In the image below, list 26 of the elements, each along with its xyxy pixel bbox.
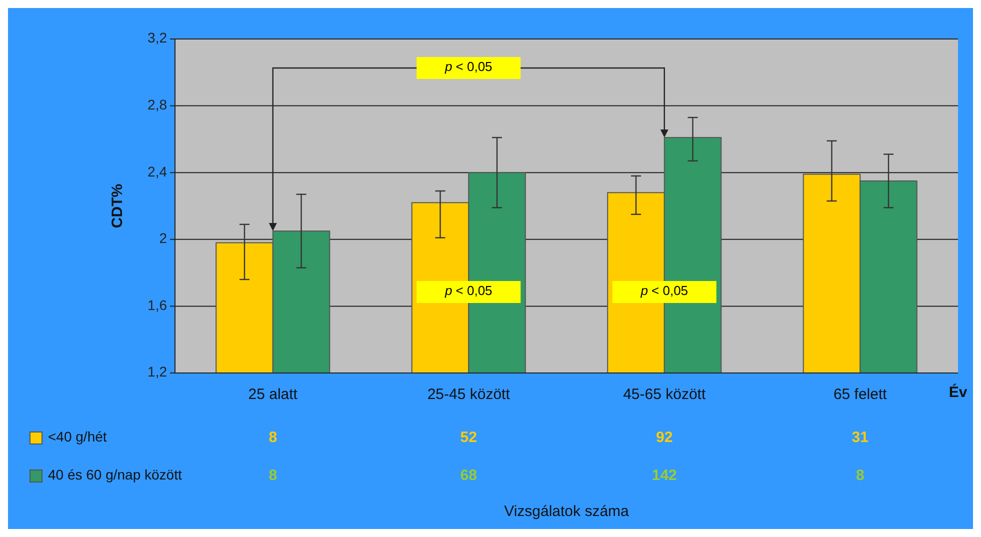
text: Vizsgálatok száma	[504, 502, 630, 520]
text: 8	[268, 428, 278, 446]
text: 31	[852, 428, 868, 446]
x-tick-label: 25 alatt	[248, 386, 298, 403]
x-tick-label: 45-65 között	[623, 386, 706, 403]
text: 68	[460, 466, 477, 484]
x-tick-label: 65 felett	[833, 386, 888, 403]
y-tick-label: 1,6	[148, 296, 168, 313]
text: 52	[460, 428, 477, 446]
text: 142	[652, 466, 677, 484]
x-axis-title: Év	[948, 382, 968, 401]
x-tick-label: 25-45 között	[427, 386, 511, 403]
text: 8	[856, 466, 864, 484]
y-tick-label: 2,4	[148, 163, 168, 180]
y-tick-label: 3,2	[148, 30, 168, 46]
legend-label: 40 és 60 g/nap között	[48, 466, 182, 483]
y-tick-label: 2	[159, 230, 168, 246]
y-tick-label: 1,2	[148, 364, 168, 380]
y-axis-title: CDT%	[108, 184, 126, 228]
y-tick-label: 2,8	[148, 96, 168, 113]
annotation: p < 0,05	[444, 283, 492, 298]
text: 92	[656, 428, 673, 446]
text: 8	[268, 466, 278, 484]
legend-label: <40 g/hét	[48, 428, 107, 445]
annotation: p < 0,05	[640, 283, 688, 298]
annotation: p < 0,05	[444, 59, 492, 74]
